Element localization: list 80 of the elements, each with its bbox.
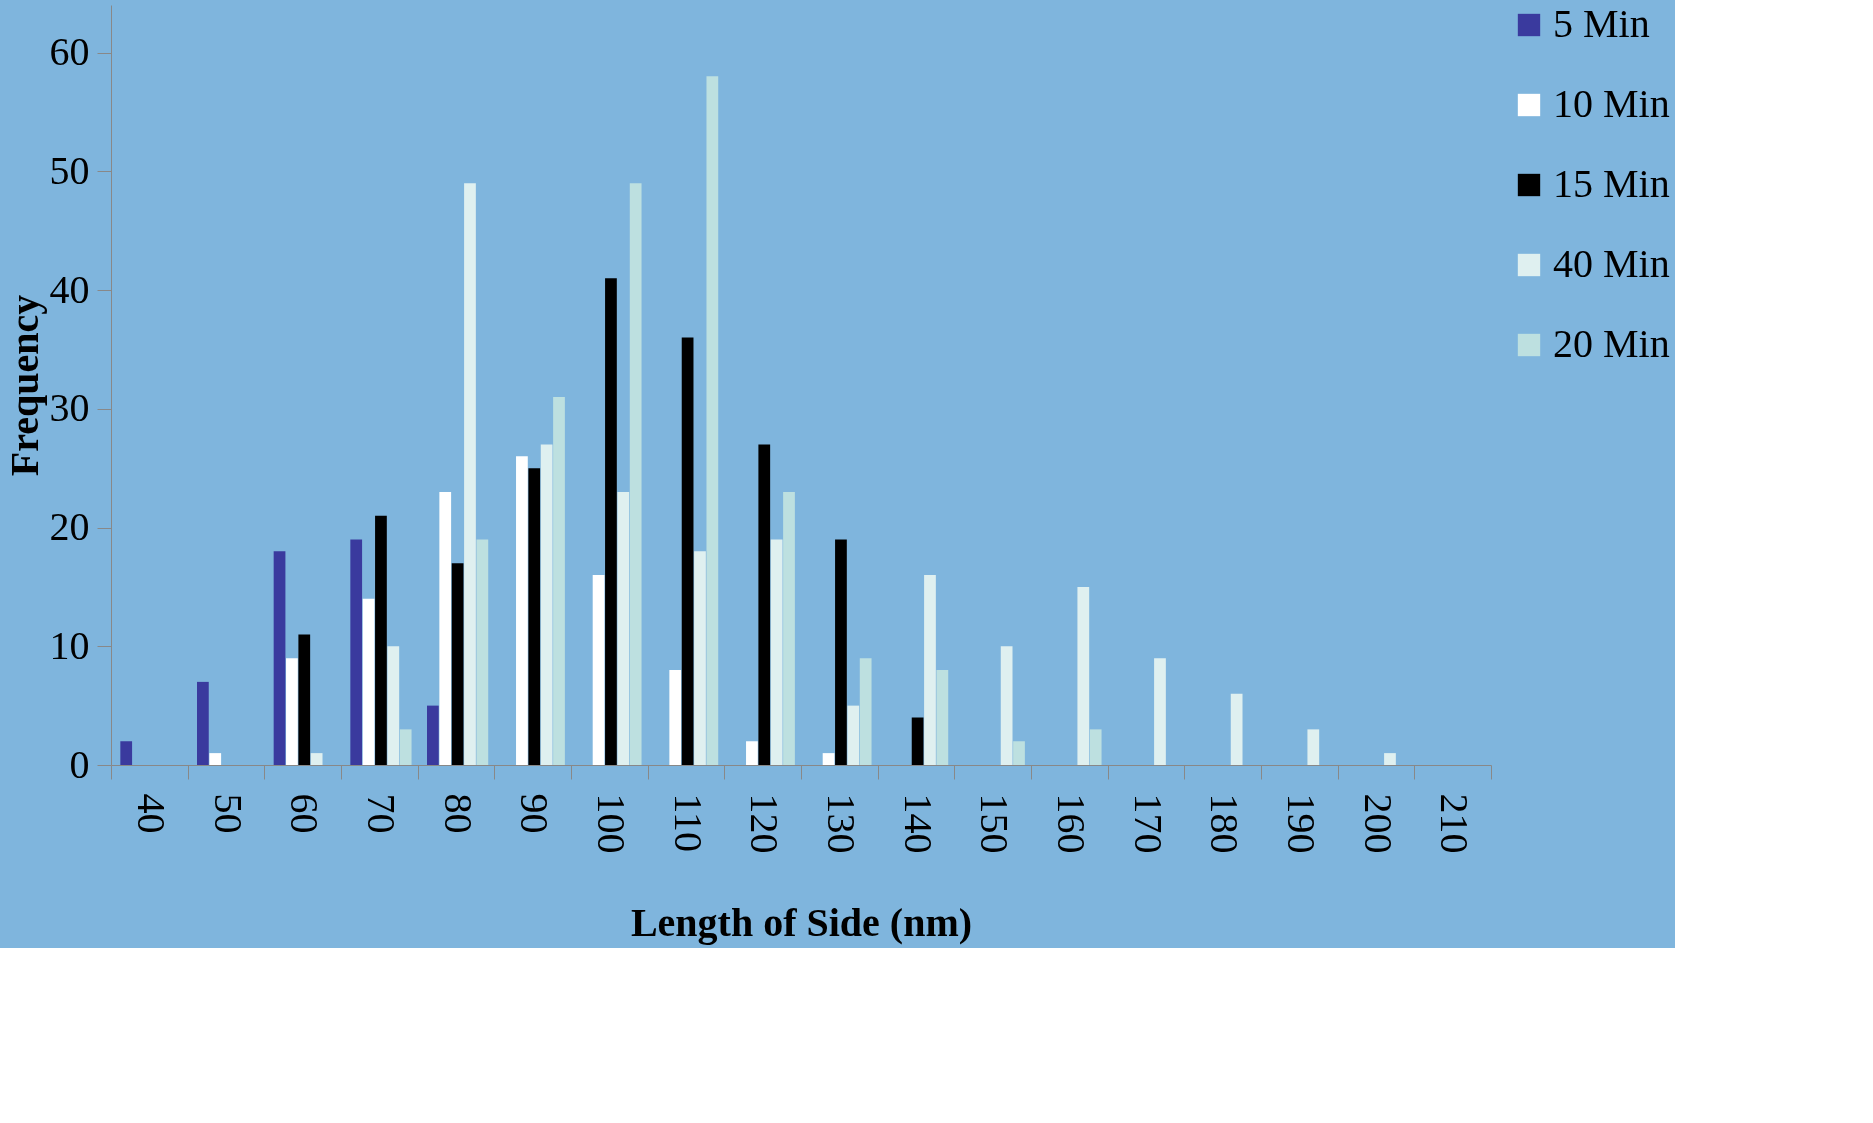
bar [694,551,706,765]
bar [273,551,286,765]
bar [783,491,795,765]
bar [1013,741,1025,765]
bar [387,646,400,765]
x-tick-label: 90 [512,793,558,834]
x-axis-title: Length of Side (nm) [630,899,973,945]
bar [592,575,605,765]
bar [847,705,860,765]
bar [681,337,694,765]
x-tick-label: 120 [742,793,788,854]
x-tick-label: 150 [972,793,1018,854]
y-axis-title: Frequency [1,294,47,477]
bar [936,670,949,765]
legend-label: 40 Min [1553,241,1670,286]
y-tick-label: 10 [49,622,90,668]
bar [298,634,311,765]
bar [427,705,439,765]
bar [375,515,387,765]
bar [553,396,565,765]
bar [770,539,783,765]
bar [859,658,872,765]
x-tick-label: 170 [1125,793,1171,854]
y-tick-label: 20 [49,504,90,549]
x-tick-label: 40 [128,793,174,834]
bar [350,539,363,765]
bar [464,183,476,765]
bar [1077,586,1090,765]
x-tick-label: 110 [665,793,711,853]
x-tick-label: 200 [1355,793,1401,854]
bar [439,491,452,765]
bar [310,753,323,765]
bar [1154,658,1166,765]
bar [209,753,222,765]
bar [617,491,630,765]
bar [746,741,758,765]
y-tick-label: 40 [49,266,90,312]
x-tick-label: 180 [1202,793,1248,854]
legend-label: 20 Min [1553,321,1670,366]
bar [629,183,642,765]
bar [911,717,924,765]
y-tick-label: 30 [49,385,90,431]
x-tick-label: 160 [1048,793,1094,854]
bar [1000,646,1013,765]
bar [1384,753,1396,765]
x-tick-label: 190 [1278,793,1324,854]
bar [706,76,719,765]
bar [362,598,375,765]
x-tick-label: 50 [205,793,251,834]
legend-label: 10 Min [1553,81,1670,126]
y-tick-label: 50 [49,147,90,193]
x-tick-label: 210 [1432,793,1478,854]
bar [822,753,835,765]
bar [924,575,936,765]
bar [1307,729,1320,765]
bar [516,456,528,765]
bar [835,539,847,765]
bar [1089,729,1102,765]
bar [758,444,771,765]
bar [476,539,489,765]
x-tick-label: 130 [818,793,864,854]
bar [528,468,541,765]
bar [451,563,464,765]
legend-label: 5 Min [1553,1,1650,46]
bar [120,741,133,765]
bar [540,444,553,765]
x-tick-label: 140 [895,793,941,854]
bar [669,670,682,765]
y-tick-label: 0 [69,741,90,787]
bar [286,658,298,765]
bar [399,729,412,765]
y-tick-label: 60 [49,29,90,74]
x-tick-label: 70 [358,793,404,834]
bar [197,681,209,765]
bar [1230,693,1243,765]
x-tick-label: 80 [435,793,481,834]
x-tick-label: 100 [588,793,634,854]
legend-label: 15 Min [1553,161,1670,206]
bar [605,278,617,765]
x-tick-label: 60 [282,793,328,834]
